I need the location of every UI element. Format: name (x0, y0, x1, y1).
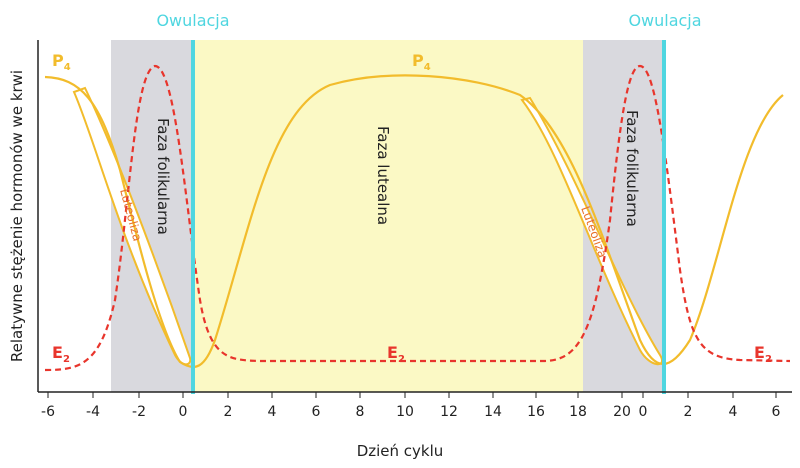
x-tick-label: 0 (179, 404, 188, 420)
e2-label-sub: 2 (63, 354, 70, 365)
y-axis-label: Relatywne stężenie hormonów we krwi (8, 70, 26, 362)
x-tick-label: 8 (356, 404, 365, 420)
x-tick-label: 4 (729, 404, 738, 420)
x-tick-label: 18 (569, 404, 587, 420)
x-tick-label: -2 (132, 404, 146, 420)
e2-label-letter: E (52, 343, 63, 362)
x-tick-label: 20 (613, 404, 631, 420)
p4-label-letter: P (412, 51, 424, 70)
x-tick-label: 0 (639, 404, 648, 420)
x-axis-label: Dzień cyklu (357, 442, 444, 460)
phase-label: Faza lutealna (374, 126, 392, 225)
e2-label-sub: 2 (398, 354, 405, 365)
e2-label-letter: E (387, 343, 398, 362)
e2-label: E2 (52, 343, 70, 365)
x-tick-label: 10 (396, 404, 414, 420)
x-tick-label: 2 (684, 404, 693, 420)
e2-label-letter: E (754, 343, 765, 362)
e2-label-sub: 2 (765, 354, 772, 365)
e2-label: E2 (387, 343, 405, 365)
x-tick-label: 6 (312, 404, 321, 420)
phase-label: Faza folikularna (154, 118, 172, 235)
x-tick-label: -6 (41, 404, 55, 420)
luteolysis-band (72, 86, 192, 366)
ovulation-label: Owulacja (156, 11, 229, 30)
phase-label: Faza folikularna (623, 110, 641, 227)
x-tick-label: 4 (268, 404, 277, 420)
follicular-band (583, 40, 663, 392)
x-tick-label: 16 (527, 404, 545, 420)
ovulation-label: Owulacja (628, 11, 701, 30)
e2-label: E2 (754, 343, 772, 365)
p4-label-letter: P (52, 51, 64, 70)
x-tick-label: 2 (224, 404, 233, 420)
luteal-band (192, 40, 583, 392)
p4-label: P4 (52, 51, 71, 73)
p4-label-sub: 4 (64, 62, 71, 73)
x-tick-label: 12 (440, 404, 458, 420)
x-tick-label: -4 (86, 404, 100, 420)
p4-label: P4 (412, 51, 431, 73)
x-tick-label: 6 (772, 404, 781, 420)
p4-label-sub: 4 (424, 62, 431, 73)
p4-curve (44, 74, 784, 368)
x-tick-label: 14 (484, 404, 502, 420)
